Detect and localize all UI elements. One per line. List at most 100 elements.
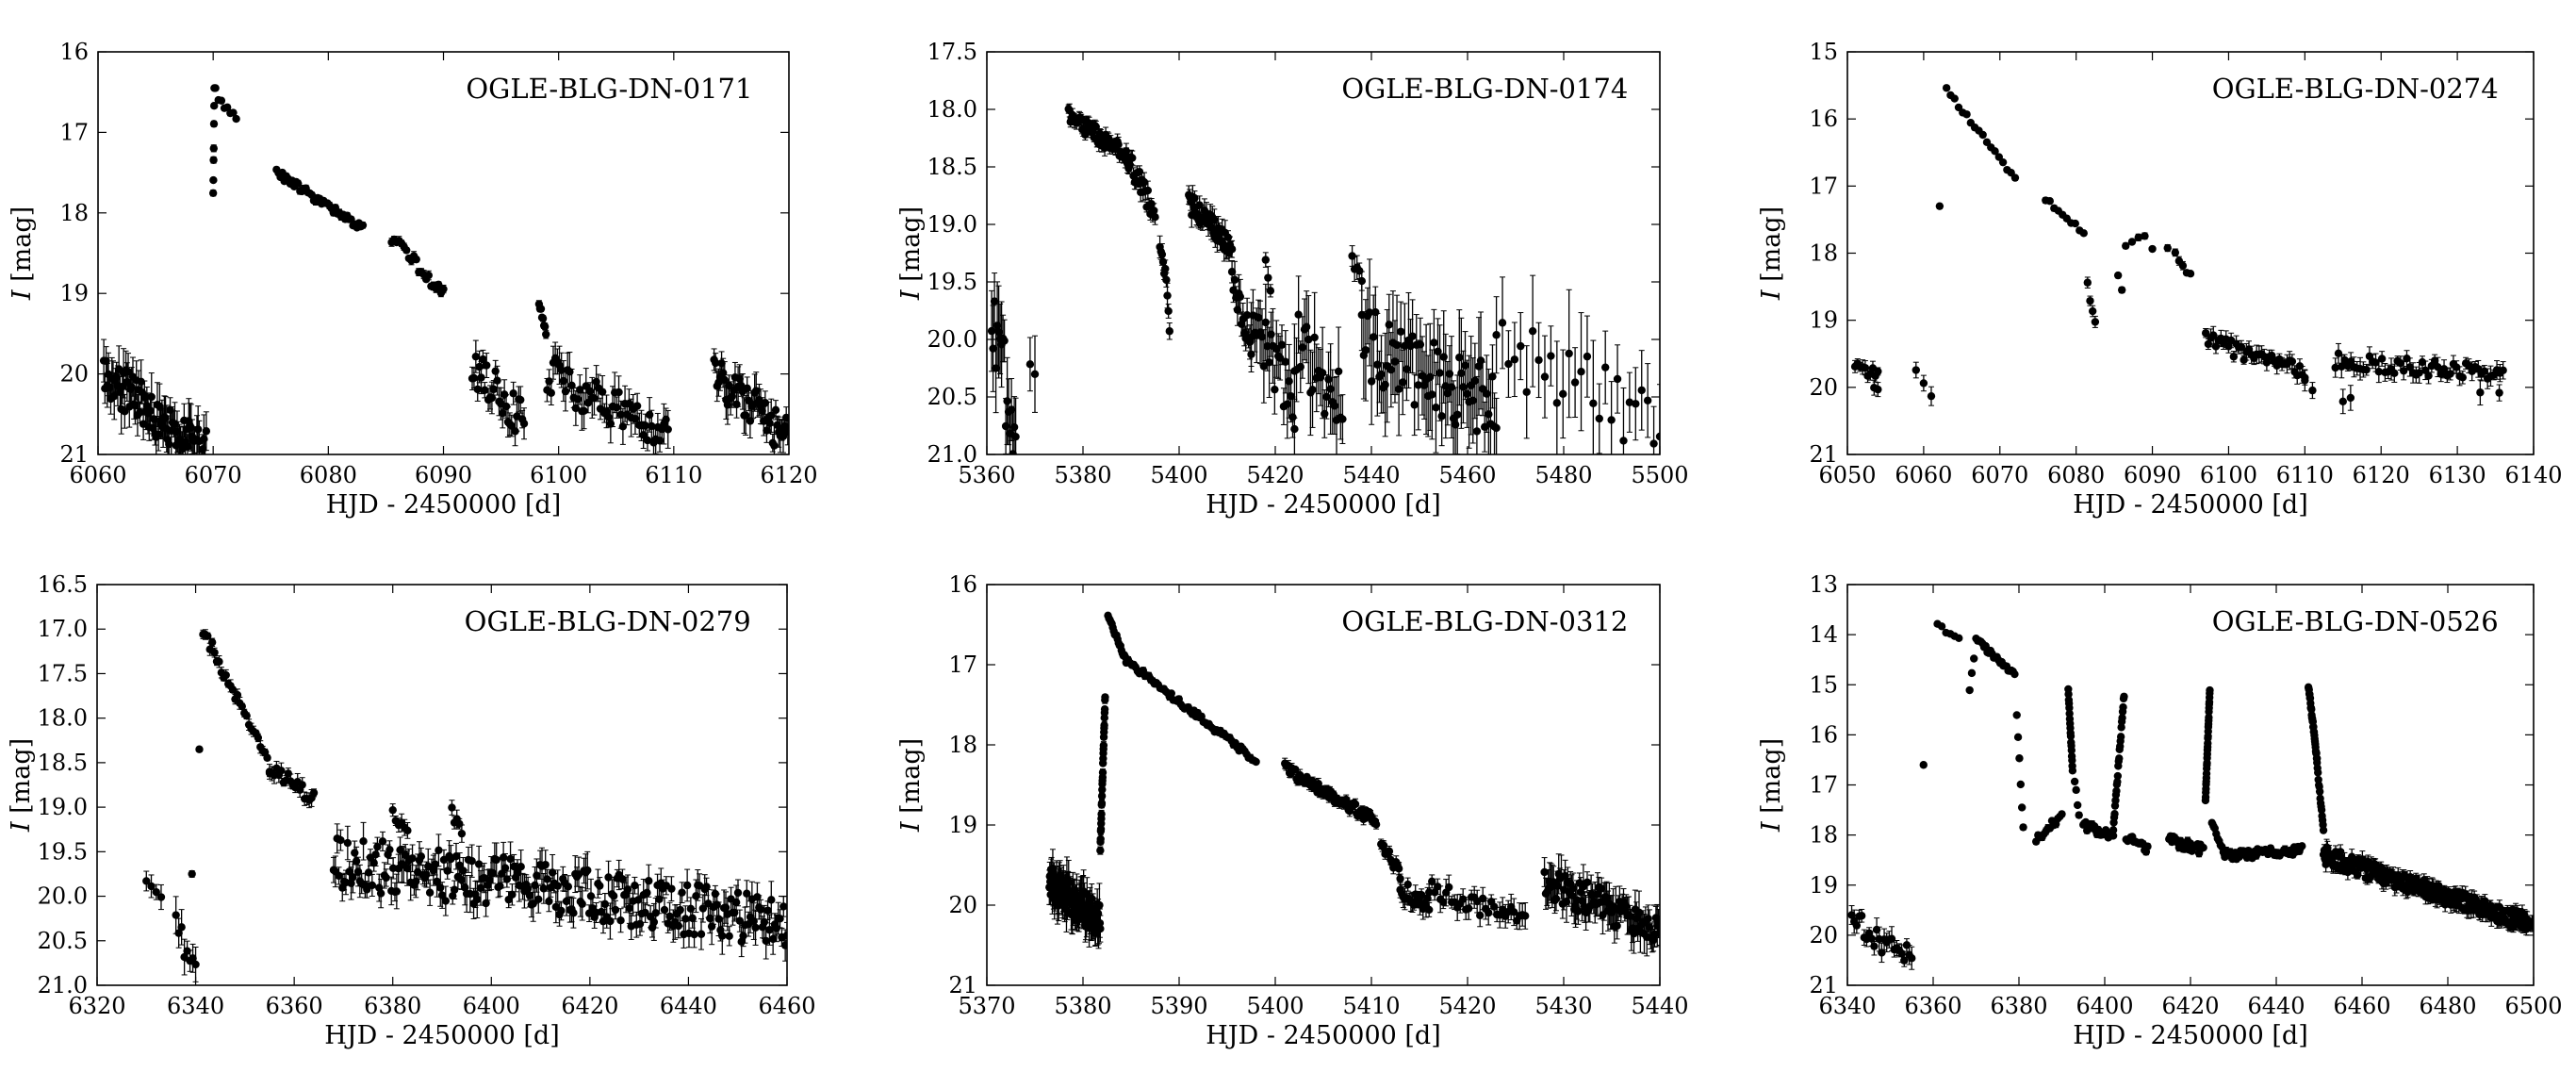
data-point	[228, 685, 238, 694]
data-point	[147, 392, 156, 402]
data-point	[217, 96, 226, 105]
data-point	[1540, 372, 1550, 381]
data-point	[681, 915, 690, 923]
data-point	[2171, 248, 2180, 257]
data-point	[613, 404, 621, 412]
data-point	[1589, 399, 1598, 407]
panel-title: OGLE-BLG-DN-0274	[2212, 73, 2499, 105]
data-point	[2113, 271, 2123, 280]
plot-frame	[96, 584, 788, 986]
data-point	[2430, 356, 2439, 365]
data-point	[743, 889, 751, 898]
data-point	[1962, 110, 1971, 119]
data-point	[2186, 270, 2195, 278]
y-tick-label: 19.5	[927, 269, 977, 295]
y-tick-label: 19.0	[927, 211, 977, 238]
y-tick-label: 15	[1809, 39, 1838, 65]
data-point	[1261, 318, 1271, 327]
data-point	[615, 388, 623, 397]
data-point	[1488, 372, 1497, 381]
data-point	[1164, 306, 1173, 316]
data-point	[545, 897, 553, 906]
data-point	[1414, 381, 1423, 389]
data-point	[1150, 206, 1158, 215]
data-point	[491, 367, 500, 375]
data-point	[538, 314, 548, 322]
data-point	[1114, 140, 1123, 149]
data-point	[189, 954, 197, 963]
data-point	[611, 905, 620, 915]
data-point	[2331, 363, 2339, 372]
y-tick-label: 18	[59, 200, 89, 226]
data-point	[2377, 355, 2387, 363]
data-point	[2415, 369, 2423, 377]
data-point	[756, 905, 765, 914]
data-point	[508, 890, 517, 899]
data-point	[501, 402, 511, 411]
data-point	[2340, 355, 2349, 365]
data-points	[99, 84, 789, 454]
panel-1: 6060 6070 6080 6090 6100 6110 6120 16 17 18 19 20 21…	[8, 39, 818, 520]
data-point	[2178, 261, 2188, 271]
data-point	[2476, 388, 2485, 397]
x-tick-label: 6070	[185, 462, 242, 488]
data-point	[376, 889, 386, 898]
data-point	[1942, 84, 1951, 92]
y-tick-label: 20	[1809, 374, 1838, 401]
data-point	[431, 860, 439, 868]
x-tick-label: 6440	[660, 993, 717, 1019]
data-point	[1030, 370, 1040, 378]
data-point	[425, 888, 435, 897]
data-point	[222, 103, 232, 112]
data-point	[1565, 349, 1573, 358]
panel-3: 6050 6060 6070 6080 6090 6100 6110 6120 6130 6140…	[1757, 39, 2563, 520]
data-point	[690, 930, 698, 939]
x-tick-label: 5420	[1246, 462, 1304, 488]
data-point	[499, 853, 508, 862]
y-tick-label: 20.0	[927, 326, 977, 353]
data-point	[2148, 244, 2157, 254]
data-point	[2122, 241, 2130, 250]
data-point	[2480, 367, 2489, 376]
x-tick-label: 6460	[758, 993, 815, 1019]
data-point	[242, 711, 251, 720]
data-point	[2495, 388, 2503, 397]
data-point	[2399, 367, 2408, 375]
y-tick-label: 20.5	[927, 384, 977, 410]
data-point	[502, 875, 512, 883]
data-point	[2346, 393, 2355, 403]
data-point	[2141, 232, 2149, 240]
data-point	[2308, 386, 2317, 395]
y-axis-label: I [mag]	[1757, 206, 1786, 301]
data-point	[451, 851, 461, 861]
data-point	[475, 362, 484, 371]
data-point	[2288, 357, 2297, 366]
data-point	[2045, 197, 2055, 206]
data-point	[468, 857, 476, 866]
data-point	[156, 893, 166, 901]
x-tick-label: 5440	[1342, 462, 1400, 488]
data-point	[643, 888, 651, 898]
data-point	[540, 322, 550, 331]
data-point	[209, 156, 218, 164]
data-point	[402, 864, 412, 872]
data-point	[1392, 340, 1402, 350]
data-point	[623, 885, 632, 894]
data-point	[1140, 178, 1149, 187]
data-point	[469, 373, 479, 383]
data-point	[735, 916, 745, 925]
data-point	[408, 854, 417, 863]
data-point	[576, 386, 584, 394]
data-point	[1559, 389, 1567, 399]
data-point	[2418, 357, 2427, 367]
data-point	[598, 388, 607, 396]
data-point	[662, 415, 670, 424]
data-point	[1468, 396, 1477, 404]
data-point	[1991, 147, 1999, 156]
data-point	[645, 877, 653, 885]
x-tick-label: 6400	[463, 993, 520, 1019]
data-point	[1223, 233, 1233, 242]
data-point	[1998, 157, 2008, 167]
data-point	[732, 400, 741, 409]
data-point	[1151, 212, 1159, 222]
